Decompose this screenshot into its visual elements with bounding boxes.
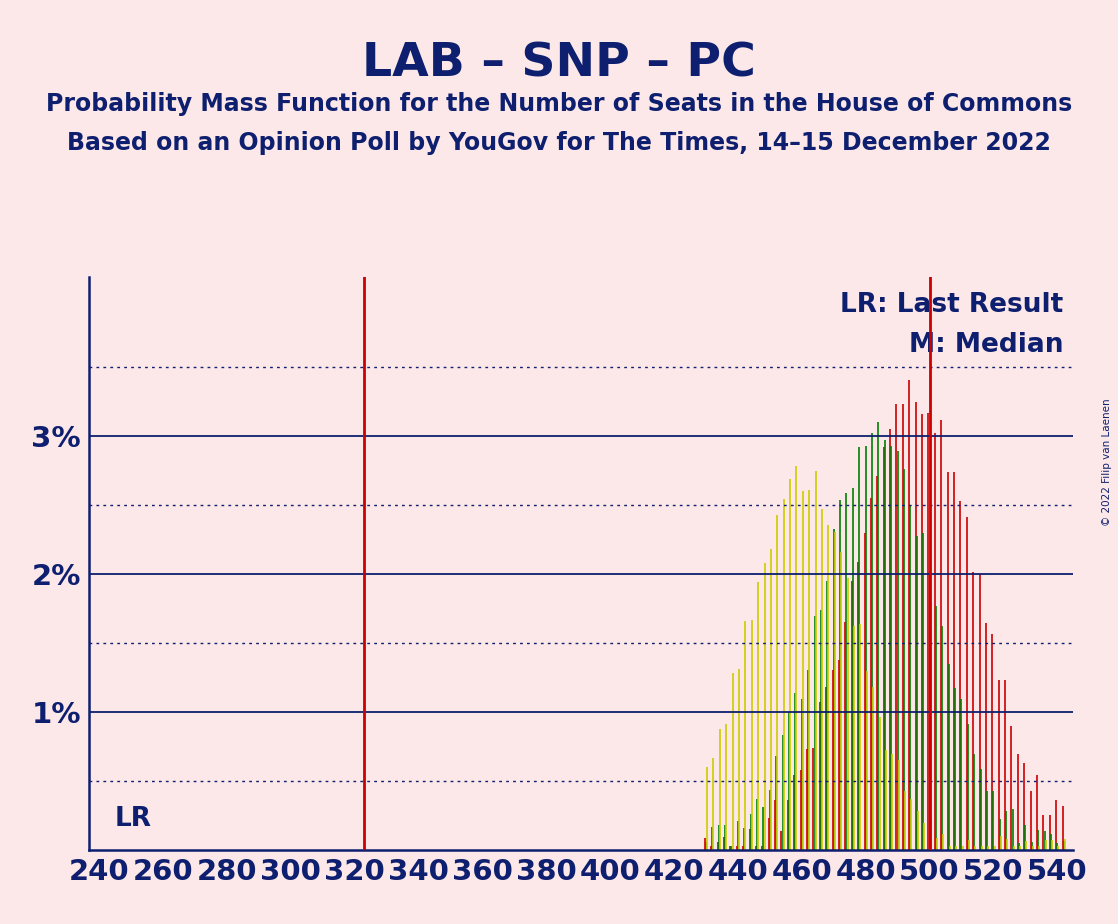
Text: Probability Mass Function for the Number of Seats in the House of Commons: Probability Mass Function for the Number… <box>46 92 1072 116</box>
Text: LR: LR <box>115 806 152 832</box>
Text: LR: Last Result: LR: Last Result <box>841 292 1063 318</box>
Text: © 2022 Filip van Laenen: © 2022 Filip van Laenen <box>1102 398 1112 526</box>
Text: M: Median: M: Median <box>909 332 1063 358</box>
Text: LAB – SNP – PC: LAB – SNP – PC <box>362 42 756 87</box>
Text: Based on an Opinion Poll by YouGov for The Times, 14–15 December 2022: Based on an Opinion Poll by YouGov for T… <box>67 131 1051 155</box>
